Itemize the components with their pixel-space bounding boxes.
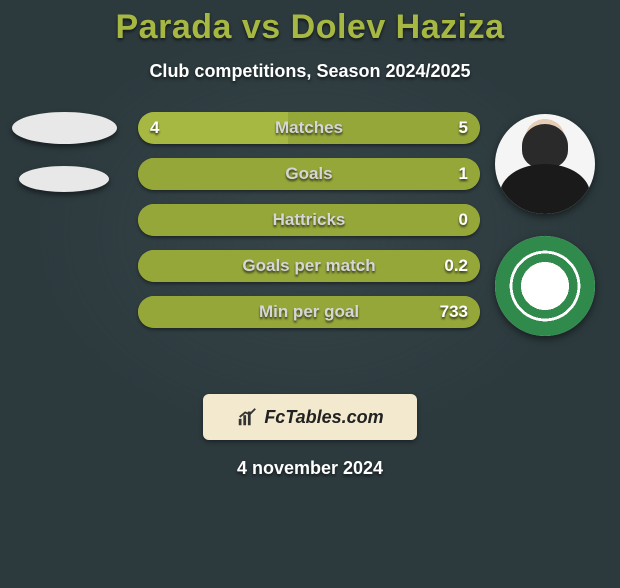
stat-value-left: 4 (150, 112, 159, 144)
left-player-avatar (12, 112, 117, 144)
stat-fill-right (138, 250, 480, 282)
subtitle: Club competitions, Season 2024/2025 (0, 61, 620, 82)
page-title: Parada vs Dolev Haziza (0, 8, 620, 47)
vs-label: vs (242, 8, 281, 46)
comparison-panel: ★ ✡ Matches45Goals1Hattricks0Goals per m… (0, 112, 620, 372)
badge-ring (495, 236, 595, 336)
brand-badge: FcTables.com (203, 394, 417, 440)
stat-bar: Min per goal733 (138, 296, 480, 328)
stat-bar: Matches45 (138, 112, 480, 144)
left-club-badge (19, 166, 109, 192)
brand-text: FcTables.com (264, 407, 383, 428)
stat-fill-right (138, 296, 480, 328)
stat-fill-right (138, 158, 480, 190)
stat-bar: Goals per match0.2 (138, 250, 480, 282)
stat-value-right: 5 (459, 112, 468, 144)
stat-fill-right (138, 204, 480, 236)
right-player-avatar (495, 114, 595, 214)
stat-value-right: 1 (459, 158, 468, 190)
stat-fill-left (138, 112, 288, 144)
stat-value-right: 733 (440, 296, 468, 328)
stat-fill-right (288, 112, 480, 144)
right-club-badge: ★ ✡ (495, 236, 595, 336)
fctables-logo-icon (236, 406, 258, 428)
player-left-name: Parada (116, 8, 232, 46)
stat-value-right: 0.2 (444, 250, 468, 282)
right-player-column: ★ ✡ (490, 114, 600, 336)
stat-bars: Matches45Goals1Hattricks0Goals per match… (138, 112, 480, 328)
date-label: 4 november 2024 (0, 458, 620, 479)
stat-value-right: 0 (459, 204, 468, 236)
player-right-name: Dolev Haziza (291, 8, 505, 46)
stat-bar: Goals1 (138, 158, 480, 190)
stat-bar: Hattricks0 (138, 204, 480, 236)
left-player-column (8, 112, 120, 192)
